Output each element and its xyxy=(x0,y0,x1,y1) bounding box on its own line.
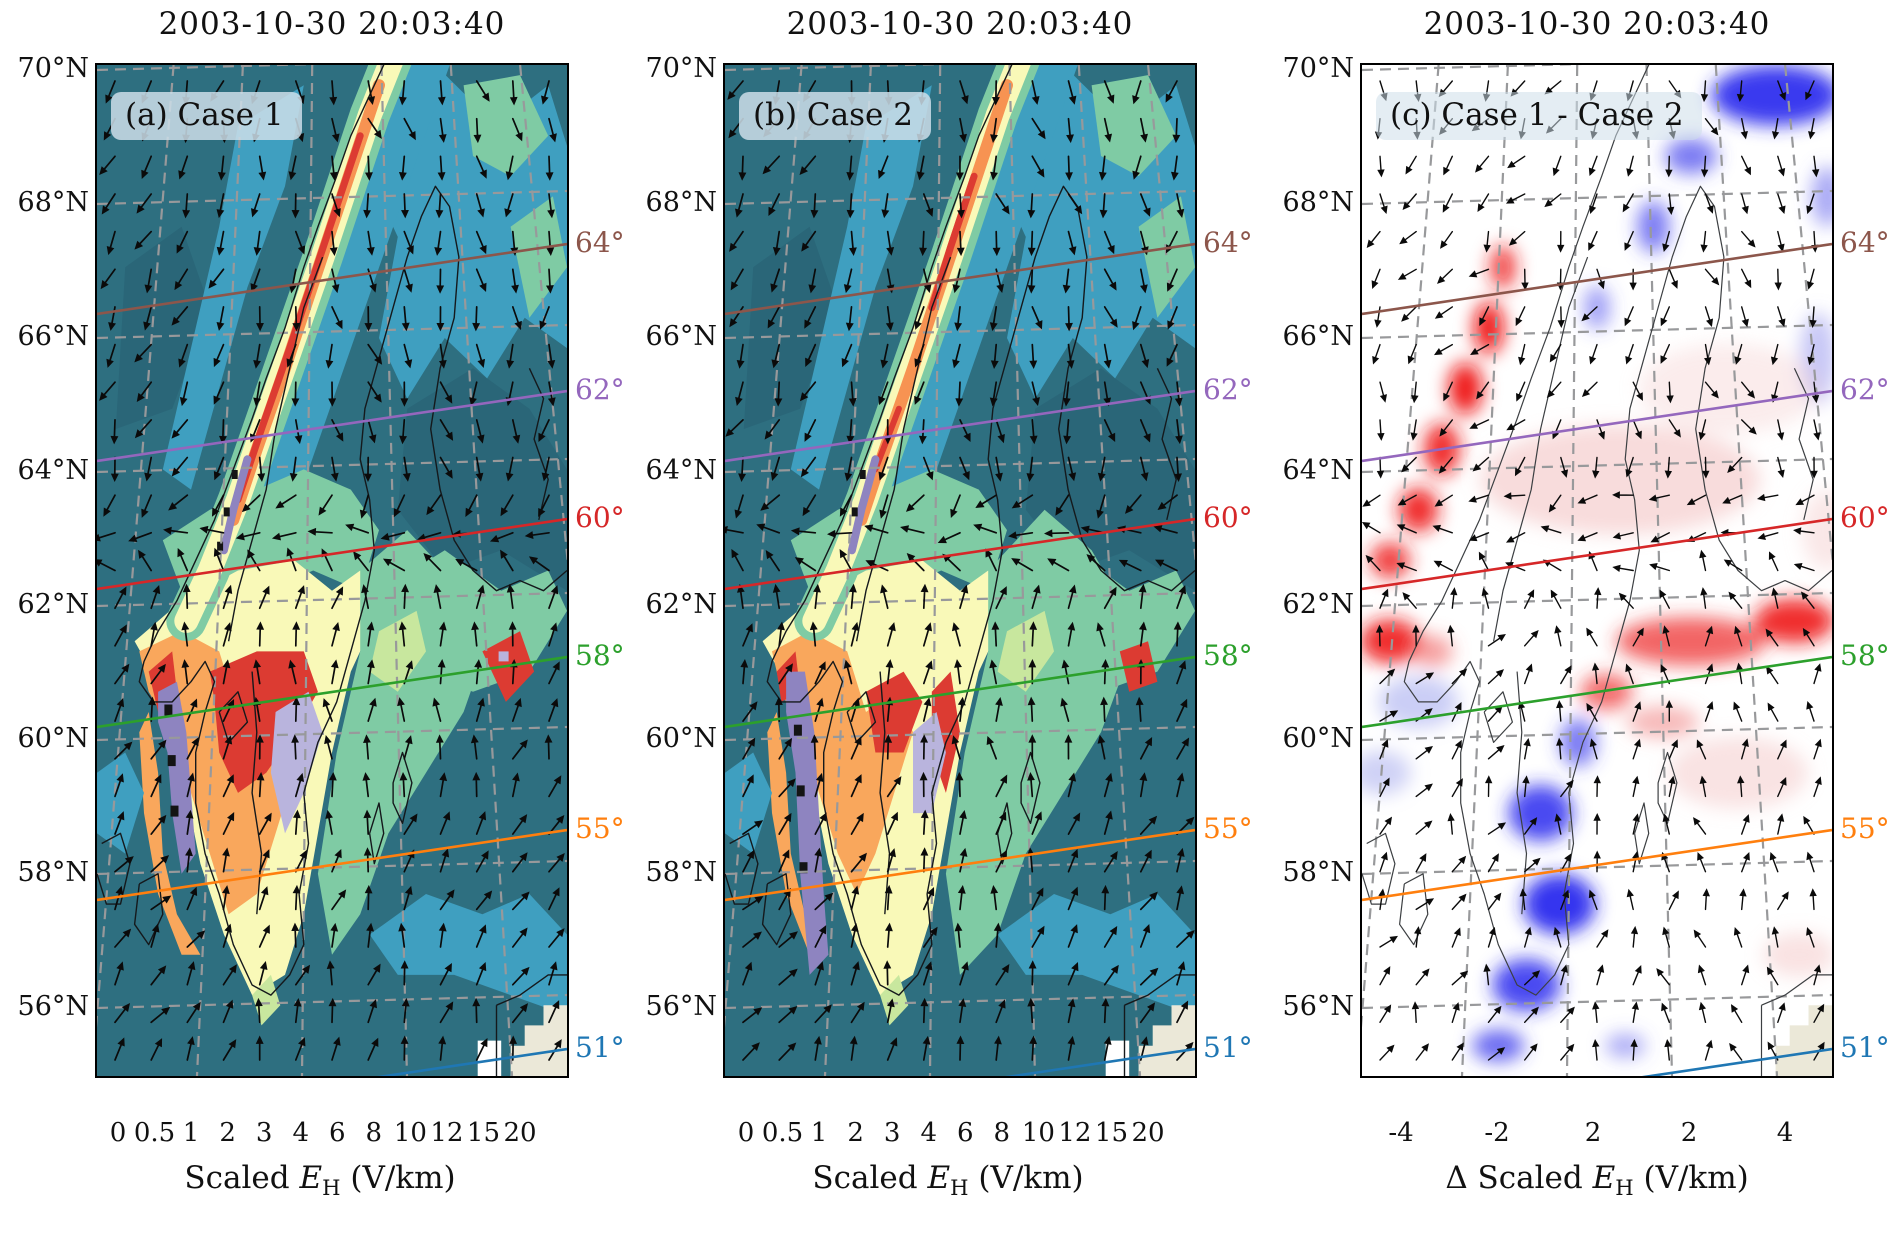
lat-tick-label: 56°N xyxy=(17,991,89,1022)
maglat-label: 58° xyxy=(575,639,625,672)
lat-tick-label: 60°N xyxy=(17,723,89,754)
lat-tick-label: 56°N xyxy=(1282,991,1354,1022)
colorbar-axis-label: Scaled EH (V/km) xyxy=(812,1160,1084,1201)
map-case1 xyxy=(95,63,569,1078)
panel-title: 2003-10-30 20:03:40 xyxy=(158,6,506,42)
panel-label-difference: (c) Case 1 - Case 2 xyxy=(1376,92,1702,140)
lat-tick-label: 62°N xyxy=(1282,589,1354,620)
colorbar-tick-label: 8 xyxy=(365,1118,383,1148)
colorbar-axis-label: Scaled EH (V/km) xyxy=(184,1160,456,1201)
maglat-label: 60° xyxy=(1840,501,1890,534)
maglat-label: 60° xyxy=(575,501,625,534)
colorbar-tick-label: 2 xyxy=(847,1118,864,1148)
colorbar-tick-label: 2 xyxy=(219,1118,236,1148)
lat-tick-label: 70°N xyxy=(1282,53,1354,84)
lat-tick-label: 66°N xyxy=(645,321,717,352)
colorbar-tick-label: -4 xyxy=(1388,1118,1414,1148)
panel-difference: 2003-10-30 20:03:40 (c) Case 1 - Case 2 … xyxy=(1283,0,1890,1239)
lat-tick-label: 60°N xyxy=(645,723,717,754)
maglat-label: 64° xyxy=(1840,226,1890,259)
colorbar-tick-label: 15 xyxy=(466,1118,500,1148)
map-svg-difference xyxy=(1362,65,1832,1076)
colorbar-tick-label: 20 xyxy=(1131,1118,1165,1148)
colorbar-tick-label: 1 xyxy=(182,1118,200,1148)
colorbar-tick-label: 10 xyxy=(1021,1118,1055,1148)
panel-title: 2003-10-30 20:03:40 xyxy=(1423,6,1771,42)
maglat-label: 64° xyxy=(1203,226,1253,259)
colorbar-tick-label: 3 xyxy=(883,1118,901,1148)
lat-tick-label: 58°N xyxy=(645,857,717,888)
colorbar-tick-label: 0.5 xyxy=(761,1118,804,1148)
maglat-label: 64° xyxy=(575,226,625,259)
colorbar-tick-label: 6 xyxy=(328,1118,346,1148)
lat-tick-label: 70°N xyxy=(17,53,89,84)
maglat-label: 51° xyxy=(1203,1031,1253,1064)
colorbar-tick-label: 4 xyxy=(292,1118,309,1148)
lat-tick-label: 58°N xyxy=(1282,857,1354,888)
lat-tick-label: 66°N xyxy=(1282,321,1354,352)
colorbar-tick-label: 20 xyxy=(503,1118,537,1148)
colorbar-tick-label: 0.5 xyxy=(133,1118,176,1148)
lat-tick-label: 68°N xyxy=(1282,187,1354,218)
lat-tick-label: 68°N xyxy=(645,187,717,218)
colorbar-tick-label: 8 xyxy=(993,1118,1011,1148)
colorbar-tick-label: 4 xyxy=(920,1118,937,1148)
lat-tick-label: 62°N xyxy=(645,589,717,620)
colorbar-tick-label: 1 xyxy=(810,1118,828,1148)
panel-case2: 2003-10-30 20:03:40 (b) Case 2 70°N 68°N 6… xyxy=(646,0,1253,1239)
lat-tick-label: 64°N xyxy=(645,455,717,486)
lat-tick-label: 56°N xyxy=(645,991,717,1022)
map-case2 xyxy=(723,63,1197,1078)
colorbar-tick-label: -2 xyxy=(1484,1118,1510,1148)
lat-tick-label: 58°N xyxy=(17,857,89,888)
maglat-label: 51° xyxy=(575,1031,625,1064)
colorbar-tick-label: 3 xyxy=(255,1118,273,1148)
colorbar-tick-label: 15 xyxy=(1094,1118,1128,1148)
maglat-label: 51° xyxy=(1840,1031,1890,1064)
colorbar-tick-label: 0 xyxy=(109,1118,127,1148)
panel-title: 2003-10-30 20:03:40 xyxy=(786,6,1134,42)
lat-tick-label: 70°N xyxy=(645,53,717,84)
colorbar-tick-label: 10 xyxy=(393,1118,427,1148)
maglat-label: 55° xyxy=(575,812,625,845)
maglat-label: 62° xyxy=(1840,373,1890,406)
colorbar-tick-label: 2 xyxy=(1584,1118,1602,1148)
colorbar-tick-label: 12 xyxy=(1058,1118,1092,1148)
panel-case1: 2003-10-30 20:03:40 (a) Case 1 70°N 68°N 6… xyxy=(18,0,625,1239)
maglat-label: 58° xyxy=(1840,639,1890,672)
map-svg-case2 xyxy=(725,65,1195,1076)
lat-tick-label: 64°N xyxy=(1282,455,1354,486)
colorbar-tick-label: 12 xyxy=(430,1118,464,1148)
maglat-label: 58° xyxy=(1203,639,1253,672)
colorbar-tick-label: 2 xyxy=(1680,1118,1698,1148)
lat-tick-label: 66°N xyxy=(17,321,89,352)
colorbar-tick-label: 0 xyxy=(737,1118,755,1148)
lat-tick-label: 64°N xyxy=(17,455,89,486)
maglat-label: 62° xyxy=(1203,373,1253,406)
maglat-label: 60° xyxy=(1203,501,1253,534)
maglat-label: 55° xyxy=(1840,812,1890,845)
maglat-label: 55° xyxy=(1203,812,1253,845)
panel-label-case1: (a) Case 1 xyxy=(111,92,302,140)
colorbar-tick-label: 6 xyxy=(956,1118,974,1148)
lat-tick-label: 68°N xyxy=(17,187,89,218)
colorbar-tick-label: 4 xyxy=(1776,1118,1794,1148)
panel-label-case2: (b) Case 2 xyxy=(739,92,931,140)
maglat-label: 62° xyxy=(575,373,625,406)
colorbar-axis-label: Δ Scaled EH (V/km) xyxy=(1445,1160,1749,1201)
map-difference xyxy=(1360,63,1834,1078)
map-svg-case1 xyxy=(97,65,567,1076)
lat-tick-label: 62°N xyxy=(17,589,89,620)
lat-tick-label: 60°N xyxy=(1282,723,1354,754)
